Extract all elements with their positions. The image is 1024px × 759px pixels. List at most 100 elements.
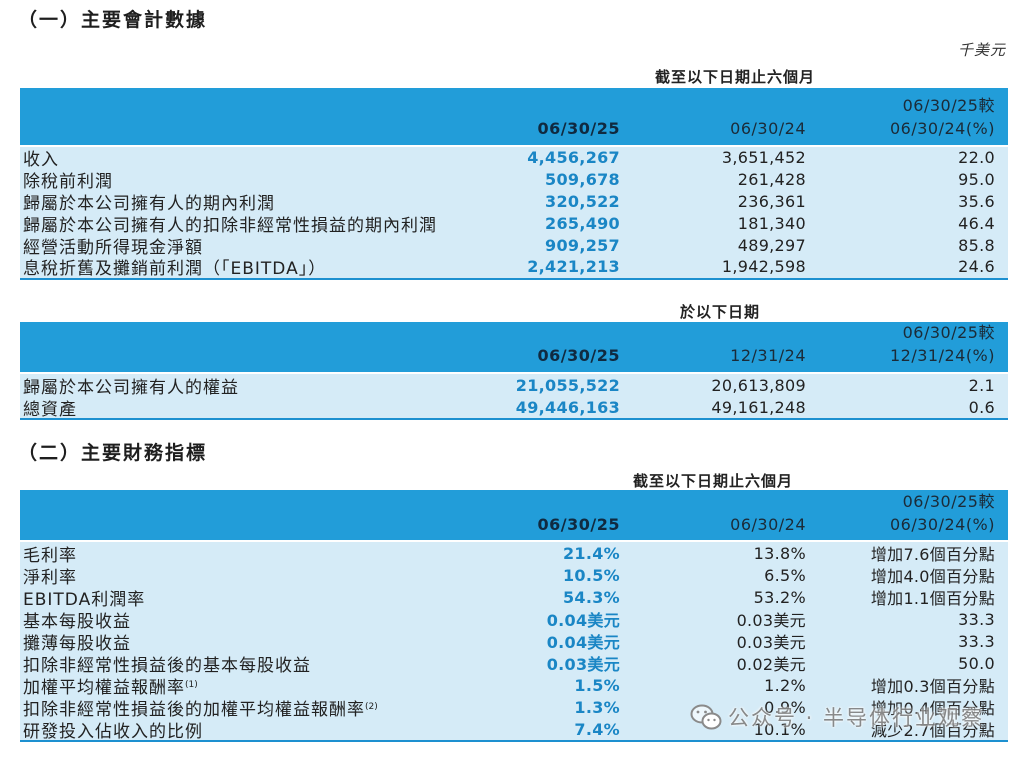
table-row: EBITDA利潤率 54.3% 53.2% 增加1.1個百分點 — [20, 586, 1008, 610]
table-row: 扣除非經常性損益後的加權平均權益報酬率(2) 1.3% 0.9% 增加0.4個百… — [20, 695, 1008, 720]
header-band: 06/30/25 06/30/24 06/30/25較 06/30/24(%) — [20, 490, 1008, 540]
value-prior: 0.02美元 — [736, 655, 806, 674]
row-label-text: 扣除非經常性損益後的加權平均權益報酬率 — [23, 699, 365, 720]
value-change: 33.3 — [958, 609, 995, 629]
row-label-text: 加權平均權益報酬率 — [23, 677, 185, 698]
row-label: 淨利率 — [23, 567, 77, 588]
header-change: 06/30/25較 12/31/24(%) — [806, 321, 995, 367]
row-label: 總資產 — [23, 399, 77, 420]
header-change-line2: 06/30/24(%) — [889, 119, 995, 138]
table-row: 息稅折舊及攤銷前利潤（「EBITDA」） 2,421,213 1,942,598… — [20, 256, 1008, 280]
row-label: 息稅折舊及攤銷前利潤（「EBITDA」） — [23, 259, 327, 280]
row-label: 研發投入佔收入的比例 — [23, 721, 203, 742]
row-label: 扣除非經常性損益後的基本每股收益 — [23, 655, 311, 676]
table-caption: 截至以下日期止六個月 — [633, 472, 794, 490]
table-body: 歸屬於本公司擁有人的權益 21,055,522 20,613,809 2.1 總… — [20, 374, 1008, 420]
value-prior: 0.03美元 — [736, 611, 806, 630]
value-change: 46.4 — [958, 213, 995, 233]
header-current-period: 06/30/25 — [537, 515, 620, 534]
header-current-period: 06/30/25 — [537, 119, 620, 138]
value-current: 265,490 — [545, 213, 620, 233]
value-change: 減少2.7個百分點 — [870, 721, 995, 740]
row-label: EBITDA利潤率 — [23, 589, 146, 610]
unit-label: 千美元 — [957, 41, 1006, 59]
value-prior: 1,942,598 — [721, 257, 806, 277]
value-prior: 20,613,809 — [711, 375, 806, 395]
value-change: 增加0.4個百分點 — [870, 699, 995, 718]
row-label: 攤薄每股收益 — [23, 633, 131, 654]
table-body: 毛利率 21.4% 13.8% 增加7.6個百分點 淨利率 10.5% 6.5%… — [20, 542, 1008, 742]
table-row: 收入 4,456,267 3,651,452 22.0 — [20, 147, 1008, 171]
section-title-financial-indicators: （二）主要財務指標 — [18, 442, 208, 464]
value-prior: 181,340 — [737, 213, 806, 233]
value-current: 49,446,163 — [515, 397, 620, 417]
row-label: 扣除非經常性損益後的加權平均權益報酬率(2) — [20, 695, 490, 720]
table-balance-data: 於以下日期 06/30/25 12/31/24 06/30/25較 12/31/… — [20, 303, 1008, 420]
row-label: 基本每股收益 — [23, 611, 131, 632]
table-row: 經營活動所得現金淨額 909,257 489,297 85.8 — [20, 234, 1008, 258]
value-current: 2,421,213 — [527, 257, 620, 277]
value-current: 0.04美元 — [546, 611, 620, 630]
value-prior: 3,651,452 — [721, 148, 806, 168]
row-label: 經營活動所得現金淨額 — [23, 237, 203, 258]
wechat-icon — [690, 704, 722, 730]
table-row: 加權平均權益報酬率(1) 1.5% 1.2% 增加0.3個百分點 — [20, 673, 1008, 698]
table-row: 歸屬於本公司擁有人的扣除非經常性損益的期內利潤 265,490 181,340 … — [20, 212, 1008, 236]
value-current: 509,678 — [545, 170, 620, 190]
table-row: 研發投入佔收入的比例 7.4% 10.1% 減少2.7個百分點 — [20, 718, 1008, 742]
header-prior-period: 06/30/24 — [730, 515, 806, 534]
table-row: 攤薄每股收益 0.04美元 0.03美元 33.3 — [20, 630, 1008, 654]
header-change-line2: 06/30/24(%) — [889, 515, 995, 534]
value-change: 增加4.0個百分點 — [870, 567, 995, 586]
footnote-marker: (2) — [365, 701, 378, 712]
value-prior: 10.1% — [753, 719, 806, 739]
value-change: 0.6 — [968, 397, 995, 417]
table-financial-indicators: 截至以下日期止六個月 06/30/25 06/30/24 06/30/25較 0… — [20, 472, 1008, 742]
table-row: 除稅前利潤 509,678 261,428 95.0 — [20, 169, 1008, 193]
value-current: 0.03美元 — [546, 655, 620, 674]
table-row: 扣除非經常性損益後的基本每股收益 0.03美元 0.02美元 50.0 — [20, 652, 1008, 676]
header-change-line2: 12/31/24(%) — [889, 346, 995, 365]
table-row: 基本每股收益 0.04美元 0.03美元 33.3 — [20, 608, 1008, 632]
value-change: 增加0.3個百分點 — [870, 677, 995, 696]
value-current: 0.04美元 — [546, 633, 620, 652]
table-caption: 截至以下日期止六個月 — [655, 68, 816, 86]
value-prior: 236,361 — [737, 191, 806, 211]
value-change: 33.3 — [958, 631, 995, 651]
header-change-line1: 06/30/25較 — [902, 492, 995, 511]
table-body: 收入 4,456,267 3,651,452 22.0 除稅前利潤 509,67… — [20, 147, 1008, 280]
value-prior: 53.2% — [753, 587, 806, 607]
table-row: 毛利率 21.4% 13.8% 增加7.6個百分點 — [20, 542, 1008, 566]
value-prior: 1.2% — [764, 675, 806, 695]
header-prior-period: 12/31/24 — [730, 346, 806, 365]
row-label: 加權平均權益報酬率(1) — [20, 673, 490, 698]
row-label: 除稅前利潤 — [23, 172, 113, 193]
row-label: 歸屬於本公司擁有人的扣除非經常性損益的期內利潤 — [23, 215, 437, 236]
header-band: 06/30/25 06/30/24 06/30/25較 06/30/24(%) — [20, 88, 1008, 145]
table-caption: 於以下日期 — [680, 303, 761, 321]
header-change: 06/30/25較 06/30/24(%) — [806, 94, 995, 140]
value-current: 10.5% — [562, 565, 620, 585]
table-row: 總資產 49,446,163 49,161,248 0.6 — [20, 396, 1008, 420]
row-label: 收入 — [23, 150, 59, 171]
value-current: 1.5% — [574, 675, 620, 695]
value-prior: 0.9% — [764, 697, 806, 717]
value-prior: 49,161,248 — [711, 397, 806, 417]
header-current-period: 06/30/25 — [537, 346, 620, 365]
value-change: 95.0 — [958, 170, 995, 190]
footnote-marker: (1) — [185, 679, 198, 690]
value-prior: 261,428 — [737, 170, 806, 190]
value-current: 320,522 — [545, 191, 620, 211]
value-prior: 13.8% — [753, 543, 806, 563]
table-accounting-data: 截至以下日期止六個月 06/30/25 06/30/24 06/30/25較 0… — [20, 68, 1008, 280]
value-current: 54.3% — [562, 587, 620, 607]
value-current: 1.3% — [574, 697, 620, 717]
table-row: 淨利率 10.5% 6.5% 增加4.0個百分點 — [20, 564, 1008, 588]
header-change-line1: 06/30/25較 — [902, 323, 995, 342]
section-title-accounting-data: （一）主要會計數據 — [18, 9, 208, 31]
value-current: 909,257 — [545, 235, 620, 255]
table-row: 歸屬於本公司擁有人的期內利潤 320,522 236,361 35.6 — [20, 191, 1008, 214]
value-prior: 6.5% — [764, 565, 806, 585]
value-current: 21.4% — [562, 543, 620, 563]
value-current: 7.4% — [574, 719, 620, 739]
